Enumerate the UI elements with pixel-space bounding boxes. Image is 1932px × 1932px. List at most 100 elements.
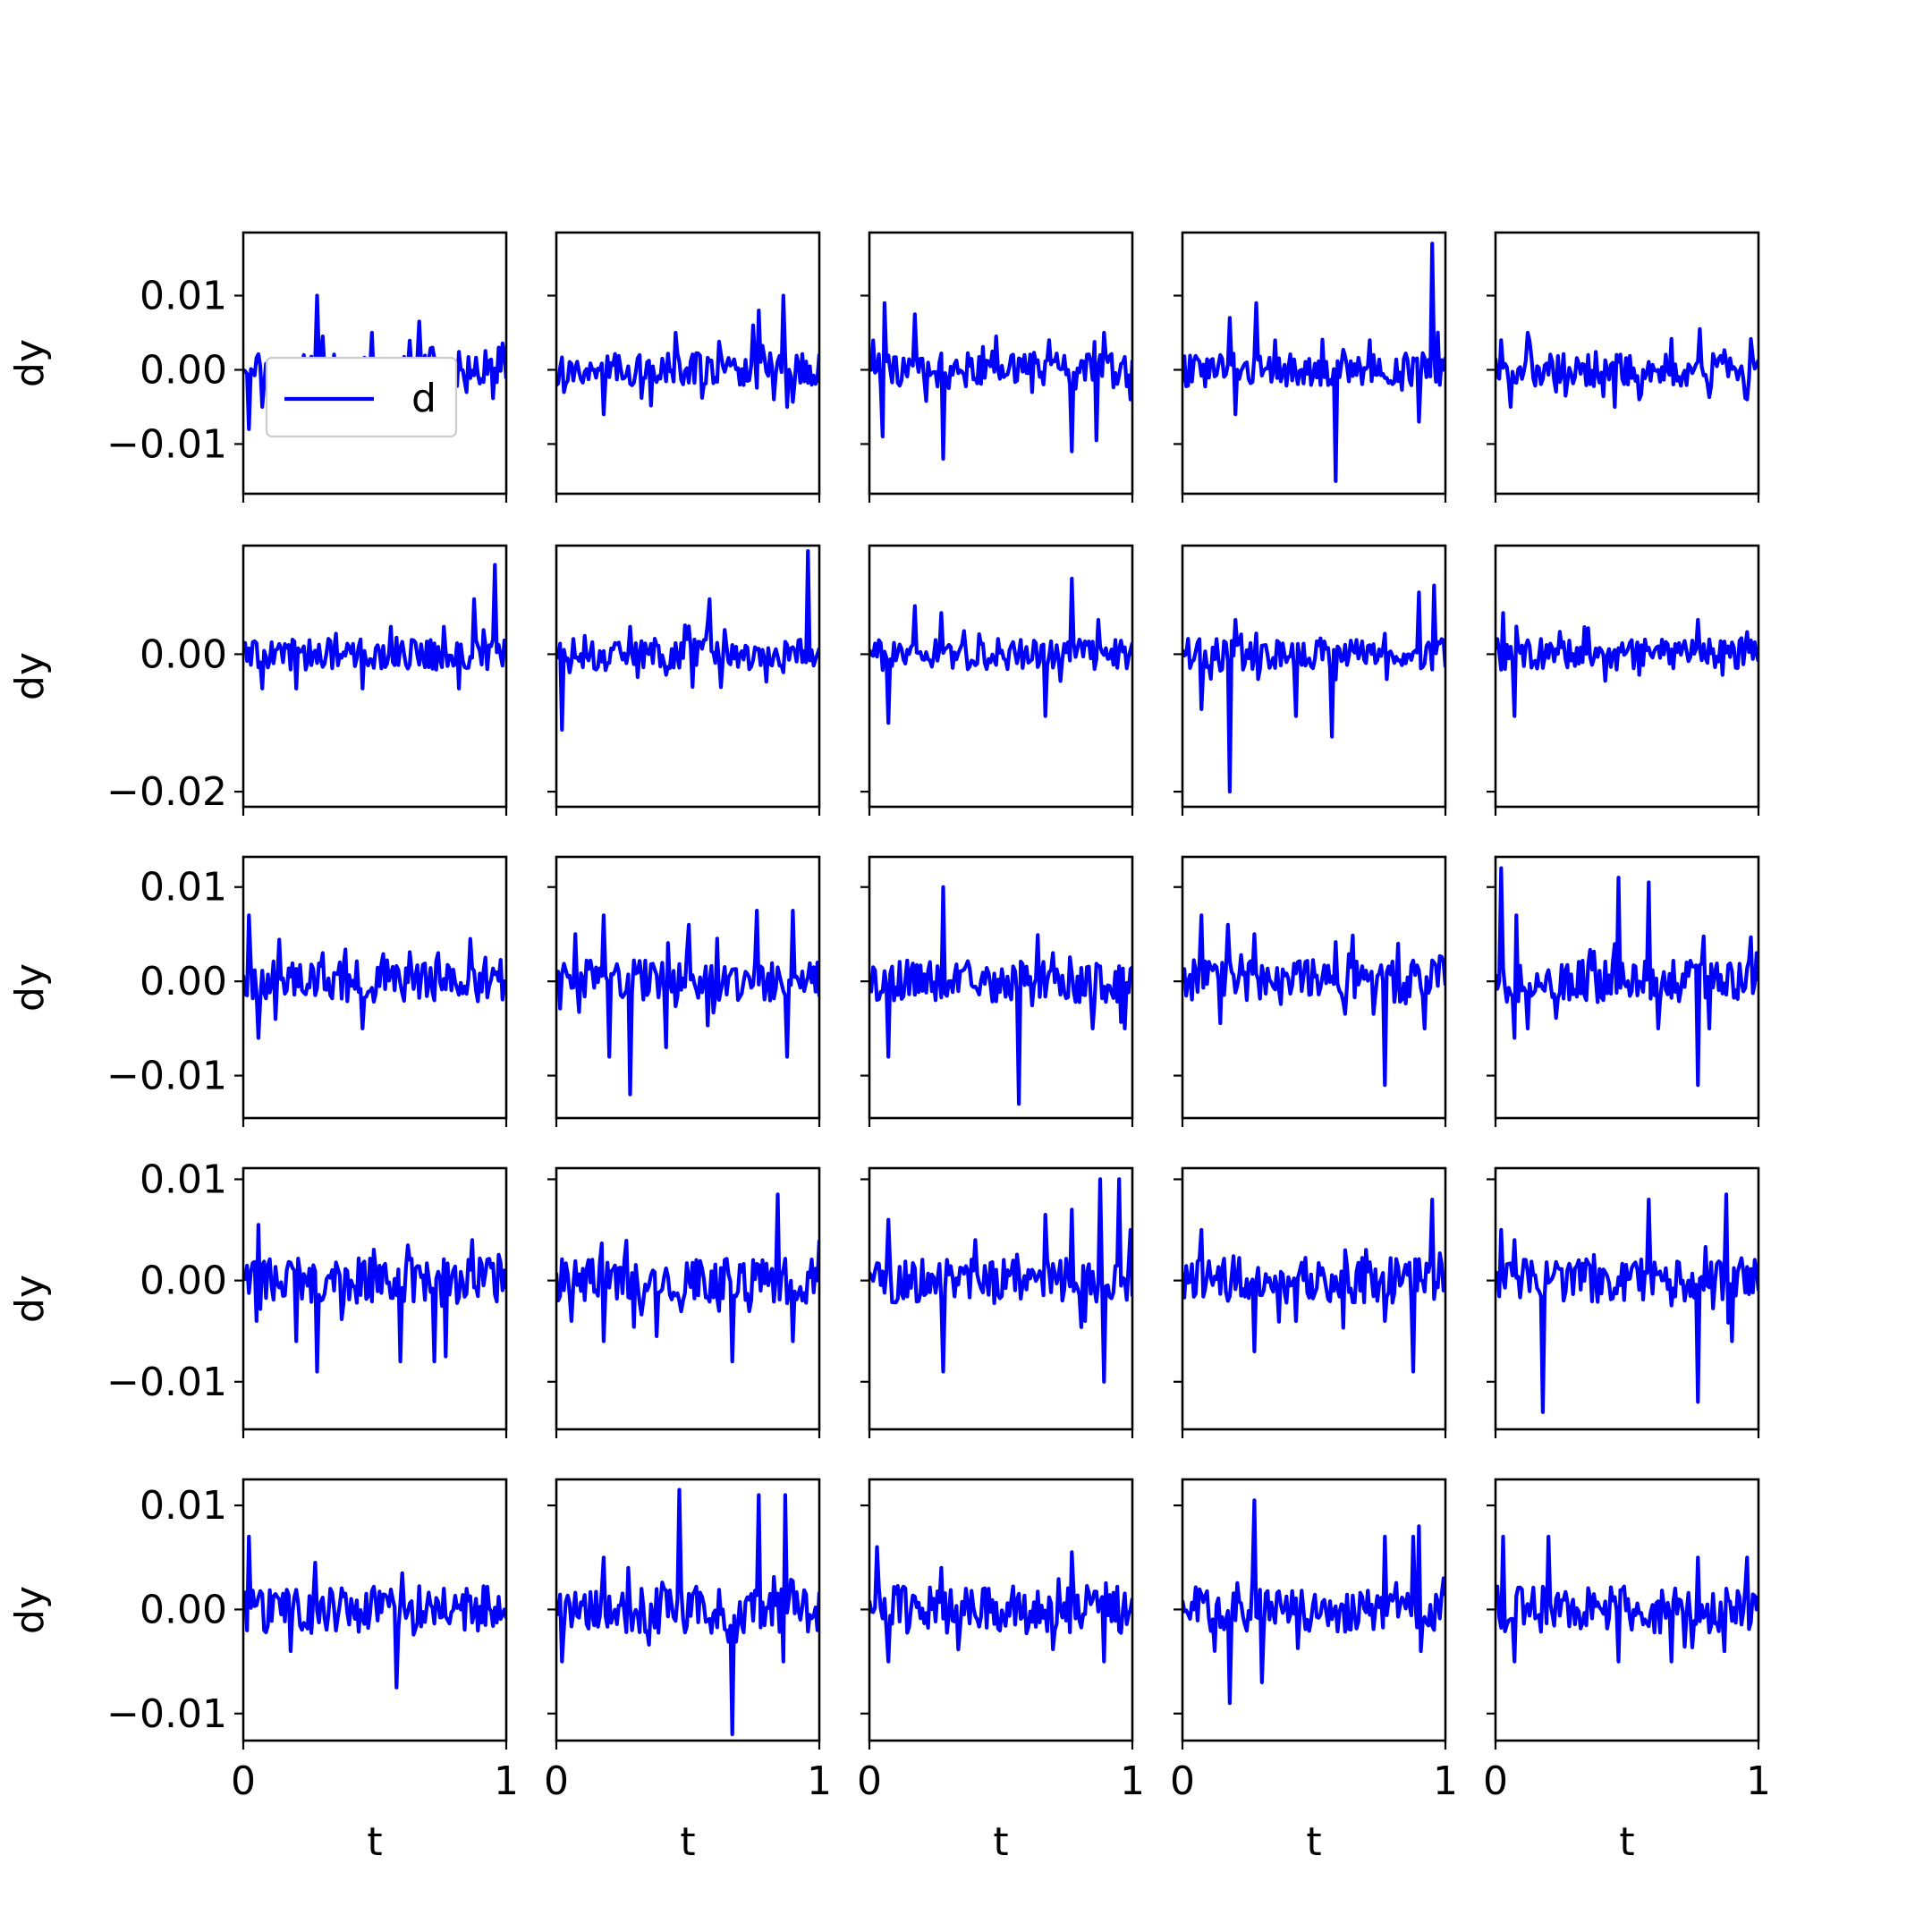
ytick-label: 0.00 xyxy=(140,959,227,1004)
x-axis-label: t xyxy=(1306,1819,1321,1865)
axes-frame xyxy=(1494,231,1760,496)
xtick-label: 1 xyxy=(807,1758,832,1804)
subplot-r2-c1 xyxy=(547,855,821,1127)
legend-entry-label: d xyxy=(411,376,436,421)
subplot-r0-c2 xyxy=(860,231,1134,503)
ytick-label: −0.01 xyxy=(106,421,227,467)
x-axis-label: t xyxy=(367,1819,382,1865)
xtick-label: 0 xyxy=(857,1758,882,1804)
axes-frame xyxy=(242,544,508,809)
y-axis-label: dy xyxy=(7,1586,53,1634)
series-line-d xyxy=(1496,1534,1758,1664)
series-line-d xyxy=(1182,913,1445,1088)
series-line-d xyxy=(243,913,506,1040)
ytick-label: −0.02 xyxy=(106,769,227,815)
series-line-d xyxy=(869,1545,1132,1664)
ytick-label: −0.01 xyxy=(106,1054,227,1099)
axes-frame xyxy=(1181,1166,1447,1431)
ytick-label: 0.00 xyxy=(140,1258,227,1304)
subplot-r3-c0: −0.01 0.00 0.01 dy xyxy=(7,1157,508,1438)
subplot-r3-c1 xyxy=(547,1166,821,1438)
subplot-r0-c4 xyxy=(1487,231,1760,503)
axes-frame xyxy=(1181,231,1447,496)
axes-frame xyxy=(1494,1166,1760,1431)
xtick-label: 0 xyxy=(1483,1758,1508,1804)
series-line-d xyxy=(556,549,819,732)
xtick-label: 0 xyxy=(231,1758,256,1804)
axes-frame xyxy=(242,855,508,1120)
subplot-r3-c2 xyxy=(860,1166,1134,1438)
subplot-r2-c4 xyxy=(1487,855,1760,1127)
subplot-r3-c3 xyxy=(1174,1166,1447,1438)
xtick-label: 1 xyxy=(1746,1758,1771,1804)
series-line-d xyxy=(556,1192,819,1364)
ytick-label: −0.01 xyxy=(106,1360,227,1405)
subplot-r0-c3 xyxy=(1174,231,1447,503)
axes-frame xyxy=(1494,544,1760,809)
x-axis-label: t xyxy=(680,1819,695,1865)
xtick-label: 1 xyxy=(1433,1758,1458,1804)
xtick-label: 1 xyxy=(1120,1758,1145,1804)
axes-frame xyxy=(868,544,1134,809)
series-line-d xyxy=(869,885,1132,1106)
subplot-r0-c1 xyxy=(547,231,821,503)
subplot-r4-c1: 0 1 t xyxy=(544,1478,832,1865)
axes-frame xyxy=(1181,544,1447,809)
series-line-d xyxy=(556,909,819,1097)
subplot-r4-c0: −0.01 0.00 0.01 0 1 t dy xyxy=(7,1478,519,1865)
series-line-d xyxy=(556,1487,819,1737)
subplot-r3-c4 xyxy=(1487,1166,1760,1438)
series-line-d xyxy=(1496,611,1758,718)
subplot-r1-c0: −0.02 0.00 dy xyxy=(7,544,508,816)
subplot-r1-c1 xyxy=(547,544,821,816)
axes-frame xyxy=(555,231,821,496)
subplot-r4-c3: 0 1 t xyxy=(1170,1478,1458,1865)
series-line-d xyxy=(869,576,1132,725)
ytick-label: −0.01 xyxy=(106,1691,227,1737)
ytick-label: 0.01 xyxy=(140,274,227,319)
subplot-r2-c0: −0.01 0.00 0.01 dy xyxy=(7,855,508,1127)
subplot-r0-c0: −0.01 0.00 0.01 dy d xyxy=(7,231,508,503)
axes-frame xyxy=(555,1166,821,1431)
series-line-d xyxy=(1496,326,1758,409)
ytick-label: 0.00 xyxy=(140,1587,227,1632)
y-axis-label: dy xyxy=(7,339,53,387)
axes-frame xyxy=(555,855,821,1120)
legend: d xyxy=(265,356,458,438)
xtick-label: 0 xyxy=(544,1758,569,1804)
ytick-label: 0.01 xyxy=(140,865,227,911)
series-line-d xyxy=(1182,583,1445,794)
axes-frame xyxy=(1494,855,1760,1120)
axes-frame xyxy=(242,231,508,496)
ytick-label: 0.00 xyxy=(140,347,227,393)
subplot-r2-c2 xyxy=(860,855,1134,1127)
ytick-label: 0.01 xyxy=(140,1157,227,1202)
axes-frame xyxy=(242,1166,508,1431)
series-line-d xyxy=(1496,866,1758,1088)
series-line-d xyxy=(243,1534,506,1690)
x-axis-label: t xyxy=(993,1819,1008,1865)
axes-frame xyxy=(868,231,1134,496)
subplot-r4-c2: 0 1 t xyxy=(857,1478,1145,1865)
axes-frame xyxy=(868,1166,1134,1431)
series-line-d xyxy=(1182,242,1445,483)
y-axis-label: dy xyxy=(7,963,53,1012)
series-line-d xyxy=(556,293,819,417)
axes-frame xyxy=(868,855,1134,1120)
series-line-d xyxy=(1496,1192,1758,1414)
axes-frame xyxy=(555,544,821,809)
series-line-d xyxy=(1182,1198,1445,1374)
subplot-r1-c3 xyxy=(1174,544,1447,816)
axes-frame xyxy=(1181,855,1447,1120)
ytick-label: 0.00 xyxy=(140,631,227,677)
xtick-label: 0 xyxy=(1170,1758,1195,1804)
series-line-d xyxy=(869,301,1132,462)
series-line-d xyxy=(243,1223,506,1374)
y-axis-label: dy xyxy=(7,1275,53,1323)
y-axis-label: dy xyxy=(7,652,53,700)
series-line-d xyxy=(243,563,506,691)
subplot-r1-c4 xyxy=(1487,544,1760,816)
x-axis-label: t xyxy=(1619,1819,1634,1865)
ytick-label: 0.01 xyxy=(140,1483,227,1529)
subplot-r1-c2 xyxy=(860,544,1134,816)
